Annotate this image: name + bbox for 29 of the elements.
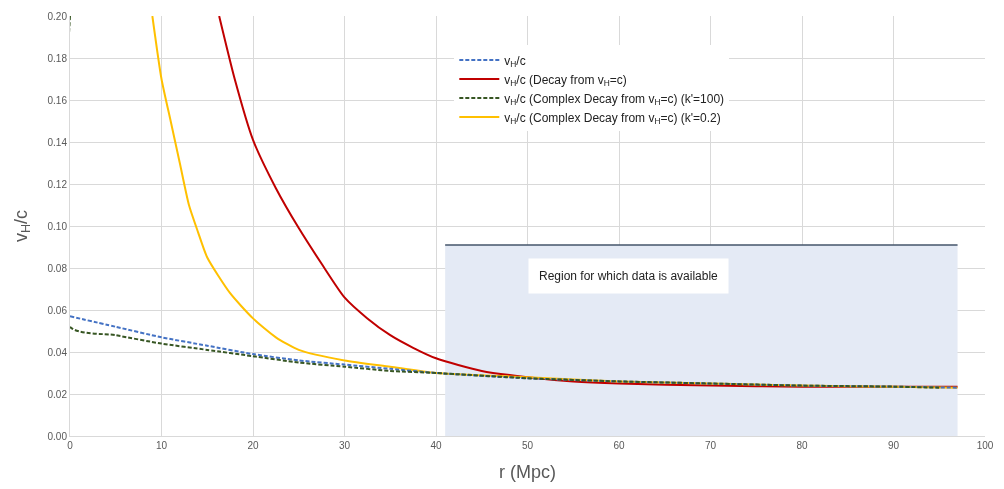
x-tick-label: 80 [796, 440, 808, 451]
y-tick-label: 0.04 [47, 346, 68, 358]
x-tick-label: 0 [67, 440, 74, 451]
y-tick-label: 0.06 [47, 304, 68, 316]
line-series [70, 315, 959, 389]
legend-label: v$_{H}$/c (Decay from v$_{H}$=c) [504, 72, 627, 89]
x-tick-label: 10 [155, 440, 168, 451]
y-tick-label: 0.18 [47, 52, 68, 64]
y-tick-label: 0.20 [47, 10, 68, 22]
y-tick-label: 0.16 [47, 94, 68, 106]
legend-label: v$_{H}$/c (Complex Decay from v$_{H}$=c) (k'=100) [504, 91, 725, 108]
annotation: Region for which data is available [539, 269, 719, 283]
legend-label: v$_{H}$/c (Complex Decay from v$_{H}$=c) (k'=0.2) [504, 110, 721, 127]
x-tick-label: 30 [338, 440, 351, 451]
x-tick-label: 50 [521, 440, 534, 451]
legend-label: v$_{H}$/c [504, 53, 526, 70]
x-tick-label: 40 [430, 440, 442, 451]
x-tick-label: 60 [613, 440, 625, 451]
x-tick-label: 20 [247, 440, 259, 451]
x-tick-label: 70 [704, 440, 717, 451]
y-tick-label: 0.14 [47, 136, 68, 148]
x-tick-label: 100 [976, 440, 994, 451]
y-tick-label: 0.02 [47, 388, 68, 400]
x-tick-label: 90 [887, 440, 900, 451]
y-tick-label: 0.08 [47, 262, 68, 274]
y-tick-label: 0.00 [47, 430, 68, 442]
x-axis-title: r (Mpc) [499, 462, 556, 483]
y-tick-label: 0.12 [47, 178, 68, 190]
y-tick-label: 0.10 [47, 220, 68, 232]
